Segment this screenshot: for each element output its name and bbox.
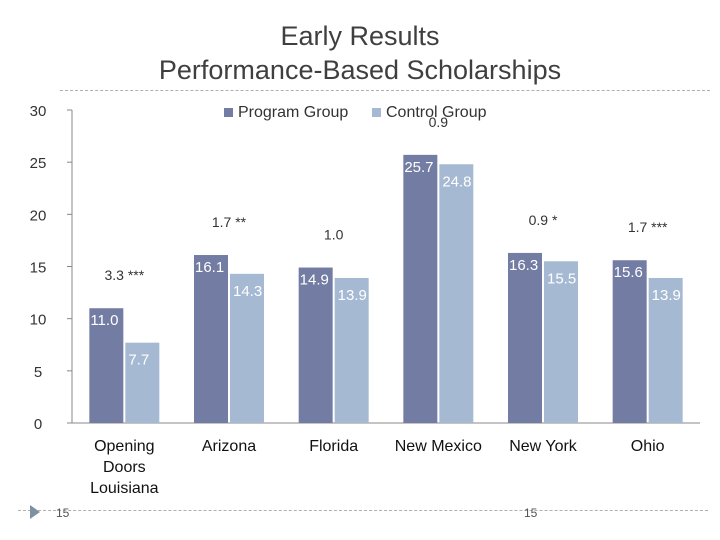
slide-arrow-icon	[30, 505, 40, 519]
slide-number-left: 15	[56, 506, 70, 520]
x-tick-label: Arizona	[202, 438, 256, 455]
difference-label: 1.0	[324, 227, 344, 243]
y-tick-label: 10	[30, 312, 47, 329]
data-label-program: 16.1	[195, 259, 224, 276]
y-tick-label: 15	[30, 260, 47, 277]
data-label-control: 13.9	[338, 287, 367, 304]
data-label-program: 11.0	[90, 312, 118, 329]
data-label-program: 15.6	[614, 264, 643, 281]
y-tick-label: 0	[34, 416, 42, 433]
difference-label: 0.9 *	[529, 212, 558, 228]
bar-program	[298, 267, 333, 423]
difference-label: 1.7 ***	[628, 219, 668, 235]
bar-control	[230, 273, 264, 423]
y-tick-label: 25	[30, 155, 47, 172]
legend-label-program: Program Group	[238, 104, 348, 121]
x-tick-label: Doors	[103, 459, 146, 476]
data-label-program: 25.7	[404, 159, 433, 176]
bar-control	[125, 342, 160, 423]
data-label-program: 14.9	[300, 272, 329, 289]
bar-program	[612, 260, 647, 423]
bar-control	[648, 277, 683, 423]
title-divider	[60, 90, 710, 91]
x-tick-label: Ohio	[631, 438, 665, 455]
chart-title-line-2: Performance-Based Scholarships	[158, 55, 562, 85]
data-label-control: 15.5	[547, 270, 576, 287]
slide-number-right: 15	[524, 506, 538, 520]
y-tick-label: 5	[34, 364, 42, 381]
x-tick-label: Florida	[309, 438, 358, 455]
footer-divider	[18, 510, 708, 511]
legend-swatch-control	[372, 108, 381, 117]
x-tick-label: Louisiana	[90, 480, 159, 497]
bar-control	[544, 261, 578, 423]
difference-label: 1.7 **	[212, 214, 247, 230]
difference-label: 3.3 ***	[104, 267, 144, 283]
x-tick-label: New Mexico	[395, 438, 482, 455]
data-label-control: 14.3	[233, 283, 262, 300]
data-label-control: 13.9	[652, 287, 681, 304]
difference-label: 0.9	[429, 114, 449, 130]
chart-title-line-1: Early Results	[280, 21, 440, 51]
legend-label-control: Control Group	[386, 104, 487, 121]
x-tick-label: New York	[509, 438, 578, 455]
legend-swatch-program	[224, 108, 233, 117]
bar-program	[89, 308, 124, 423]
bar-program	[403, 154, 438, 423]
data-label-control: 7.7	[128, 352, 149, 369]
y-tick-label: 30	[30, 103, 47, 120]
data-label-control: 24.8	[442, 173, 471, 190]
y-tick-label: 20	[30, 207, 47, 224]
bar-program	[194, 255, 228, 423]
x-tick-label: Opening	[94, 438, 155, 455]
data-label-program: 16.3	[509, 257, 538, 274]
bar-control	[439, 164, 474, 423]
bar-program	[508, 252, 542, 423]
bar-control	[334, 277, 369, 423]
